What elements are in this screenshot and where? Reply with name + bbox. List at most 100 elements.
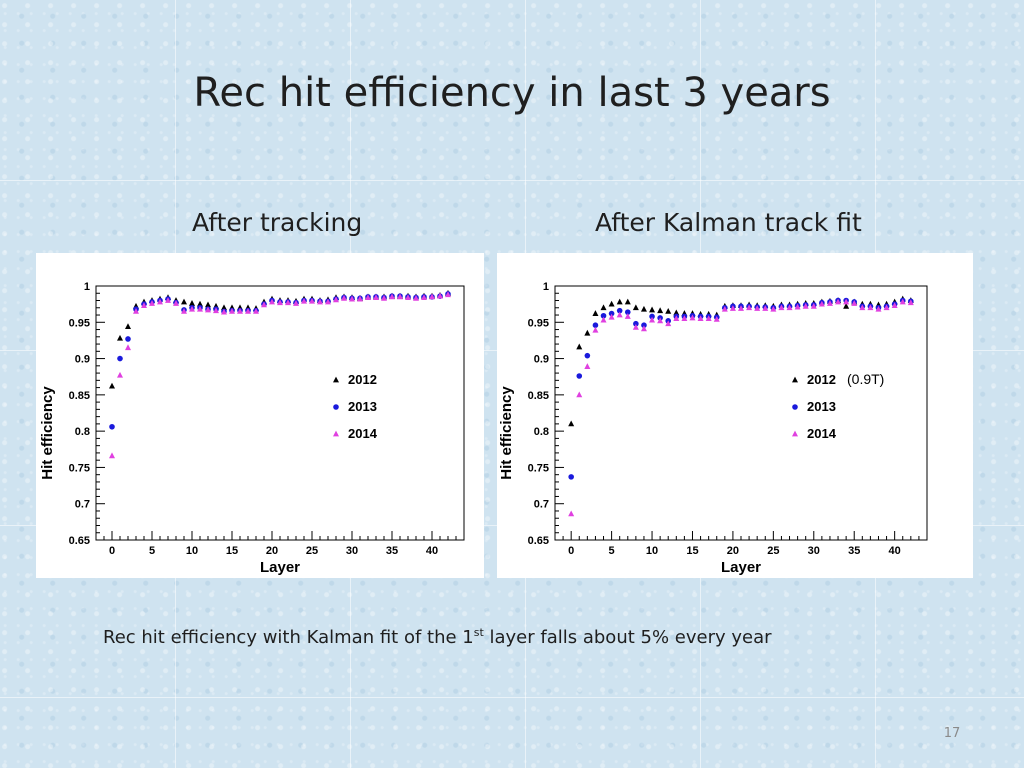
data-point-2014 xyxy=(738,305,744,311)
right-heading: After Kalman track fit xyxy=(595,208,862,237)
y-tick-label: 0.85 xyxy=(69,390,90,402)
data-point-2014 xyxy=(389,293,395,300)
data-point-2014 xyxy=(109,452,115,459)
x-tick-label: 35 xyxy=(386,545,398,557)
data-point-2014 xyxy=(576,391,583,398)
data-point-2014 xyxy=(705,315,712,322)
data-point-2013 xyxy=(608,310,615,317)
x-tick-label: 15 xyxy=(686,545,698,557)
data-point-2014 xyxy=(253,308,259,314)
y-tick-label: 0.65 xyxy=(528,535,549,547)
data-point-2014 xyxy=(429,293,435,300)
data-point-2012 xyxy=(843,302,850,309)
y-tick-label: 0.95 xyxy=(69,317,90,329)
data-point-2012 xyxy=(221,304,227,311)
data-point-2014 xyxy=(762,305,769,311)
data-point-2014 xyxy=(907,299,914,306)
data-point-2014 xyxy=(899,298,906,305)
legend-label-2012: 2012 xyxy=(807,372,836,387)
x-tick-label: 20 xyxy=(727,545,739,557)
data-point-2014 xyxy=(365,294,371,301)
x-axis-label: Layer xyxy=(721,559,761,576)
data-point-2012 xyxy=(125,323,131,330)
legend-label-2013: 2013 xyxy=(807,399,836,414)
data-point-2014 xyxy=(197,305,203,312)
data-point-2013 xyxy=(125,336,131,342)
y-tick-label: 0.8 xyxy=(534,426,549,438)
data-point-2014 xyxy=(269,298,275,305)
data-point-2014 xyxy=(632,323,639,330)
data-point-2014 xyxy=(826,300,833,306)
data-point-2014 xyxy=(649,316,656,323)
data-point-2013 xyxy=(584,352,591,359)
data-point-2013 xyxy=(649,313,655,320)
data-point-2014 xyxy=(883,304,890,311)
y-tick-label: 0.9 xyxy=(534,354,549,366)
data-point-2013 xyxy=(616,307,623,314)
left-heading: After tracking xyxy=(192,208,363,237)
data-point-2014 xyxy=(600,316,607,323)
data-point-2014 xyxy=(229,308,235,314)
data-point-2012 xyxy=(109,382,115,389)
data-point-2014 xyxy=(640,325,647,332)
y-tick-label: 0.95 xyxy=(528,317,549,329)
page-number: 17 xyxy=(943,726,961,741)
data-point-2014 xyxy=(349,295,355,302)
data-point-2012 xyxy=(205,301,211,308)
data-point-2012 xyxy=(576,343,583,350)
data-point-2014 xyxy=(859,304,866,311)
data-point-2014 xyxy=(205,306,211,313)
data-point-2014 xyxy=(165,297,171,303)
y-tick-label: 0.9 xyxy=(75,354,90,366)
data-point-2014 xyxy=(301,297,307,304)
data-point-2012 xyxy=(600,304,607,311)
data-point-2014 xyxy=(770,305,777,312)
legend-marker-2014 xyxy=(333,430,339,437)
data-point-2012 xyxy=(632,304,639,311)
data-point-2014 xyxy=(141,302,147,308)
legend-marker-2012 xyxy=(333,376,339,383)
data-point-2014 xyxy=(851,300,858,306)
data-point-2014 xyxy=(117,371,123,378)
legend-marker-2013 xyxy=(792,404,798,410)
data-point-2014 xyxy=(835,298,842,305)
caption-text-end: layer falls about 5% every year xyxy=(483,627,772,648)
data-point-2014 xyxy=(818,300,825,307)
x-tick-label: 10 xyxy=(186,545,198,557)
right-chart-panel: 0.65 0.7 0.75 0.8 0.85 0.9 0.95 1 0 5 10 15 20 25 30 35… xyxy=(497,253,973,578)
data-point-2013 xyxy=(109,423,115,430)
legend-label-2013: 2013 xyxy=(348,399,377,414)
data-point-2014 xyxy=(891,302,898,308)
data-point-2014 xyxy=(624,313,631,319)
legend-label-2014: 2014 xyxy=(348,426,378,441)
data-point-2014 xyxy=(445,291,451,298)
x-axis-label: Layer xyxy=(260,559,300,576)
data-point-2012 xyxy=(584,329,591,336)
data-point-2012 xyxy=(568,420,575,427)
x-tick-label: 15 xyxy=(226,545,238,557)
data-point-2014 xyxy=(437,292,443,299)
data-point-2012 xyxy=(657,307,664,314)
data-point-2014 xyxy=(616,311,623,318)
left-chart-panel: 0.65 0.7 0.75 0.8 0.85 0.9 0.95 1 0 5 10 15 20 25 30 35… xyxy=(36,253,484,578)
plot-frame xyxy=(95,285,465,541)
y-tick-label: 0.75 xyxy=(528,462,549,474)
x-tick-label: 30 xyxy=(808,545,820,557)
y-tick-label: 0.8 xyxy=(75,426,90,438)
data-point-2013 xyxy=(592,322,599,328)
x-tick-label: 25 xyxy=(767,545,779,557)
data-point-2012 xyxy=(117,334,123,341)
data-point-2012 xyxy=(197,300,203,307)
data-point-2014 xyxy=(421,294,427,301)
data-point-2014 xyxy=(729,305,736,311)
legend-label-2012: 2012 xyxy=(348,372,377,387)
data-point-2014 xyxy=(285,299,291,306)
data-point-2014 xyxy=(843,298,850,305)
y-tick-label: 1 xyxy=(84,281,90,293)
data-point-2014 xyxy=(237,308,243,314)
x-tick-label: 20 xyxy=(266,545,278,557)
x-tick-label: 5 xyxy=(609,545,615,557)
data-point-2012 xyxy=(624,298,631,305)
x-tick-label: 25 xyxy=(306,545,318,557)
